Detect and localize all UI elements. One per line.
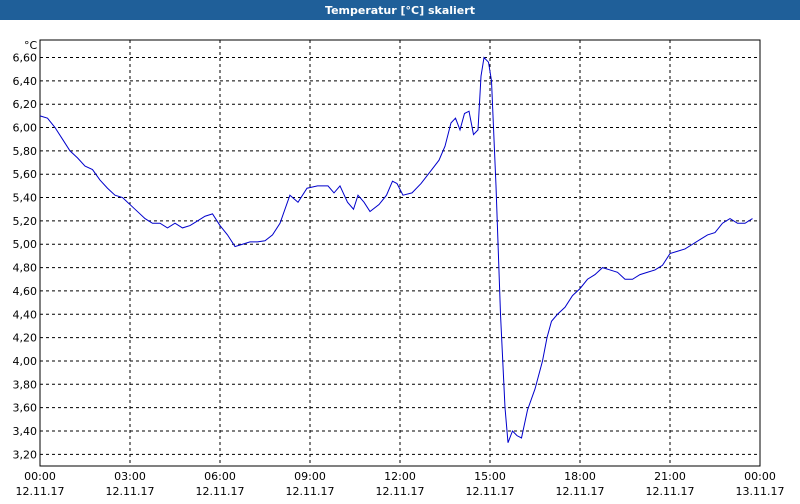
x-tick-date: 12.11.17: [106, 485, 155, 498]
y-tick-label: 4,80: [13, 262, 38, 275]
x-tick-date: 13.11.17: [736, 485, 785, 498]
y-tick-label: 4,40: [13, 308, 38, 321]
x-tick-label: 21:00: [654, 470, 686, 483]
y-tick-label: 5,80: [13, 145, 38, 158]
y-tick-label: 6,20: [13, 98, 38, 111]
x-tick-date: 12.11.17: [286, 485, 335, 498]
y-tick-label: 3,80: [13, 378, 38, 391]
y-tick-label: 6,00: [13, 122, 38, 135]
y-tick-label: 5,40: [13, 192, 38, 205]
y-tick-label: 6,40: [13, 75, 38, 88]
line: [39, 56, 753, 443]
y-tick-label: 4,00: [13, 355, 38, 368]
y-tick-label: 5,00: [13, 238, 38, 251]
x-tick-date: 12.11.17: [376, 485, 425, 498]
x-tick-label: 06:00: [204, 470, 236, 483]
x-tick-date: 12.11.17: [16, 485, 65, 498]
x-tick-date: 12.11.17: [196, 485, 245, 498]
x-tick-label: 15:00: [474, 470, 506, 483]
x-tick-label: 09:00: [294, 470, 326, 483]
y-tick-label: 5,20: [13, 215, 38, 228]
x-tick-date: 12.11.17: [466, 485, 515, 498]
y-tick-label: 3,20: [13, 448, 38, 461]
x-tick-label: 00:00: [24, 470, 56, 483]
title-bar: [0, 0, 800, 20]
x-tick-label: 00:00: [744, 470, 776, 483]
y-tick-label: 4,60: [13, 285, 38, 298]
x-tick-label: 18:00: [564, 470, 596, 483]
chart-title: Temperatur [°C] skaliert: [325, 4, 475, 17]
y-tick-label: 5,60: [13, 168, 38, 181]
x-tick-date: 12.11.17: [556, 485, 605, 498]
y-tick-label: 3,60: [13, 402, 38, 415]
x-tick-label: 03:00: [114, 470, 146, 483]
y-tick-label: 6,60: [13, 52, 38, 65]
y-unit: °C: [24, 39, 38, 52]
y-tick-label: 3,40: [13, 425, 38, 438]
y-tick-label: 4,20: [13, 332, 38, 345]
x-tick-label: 12:00: [384, 470, 416, 483]
x-tick-date: 12.11.17: [646, 485, 695, 498]
